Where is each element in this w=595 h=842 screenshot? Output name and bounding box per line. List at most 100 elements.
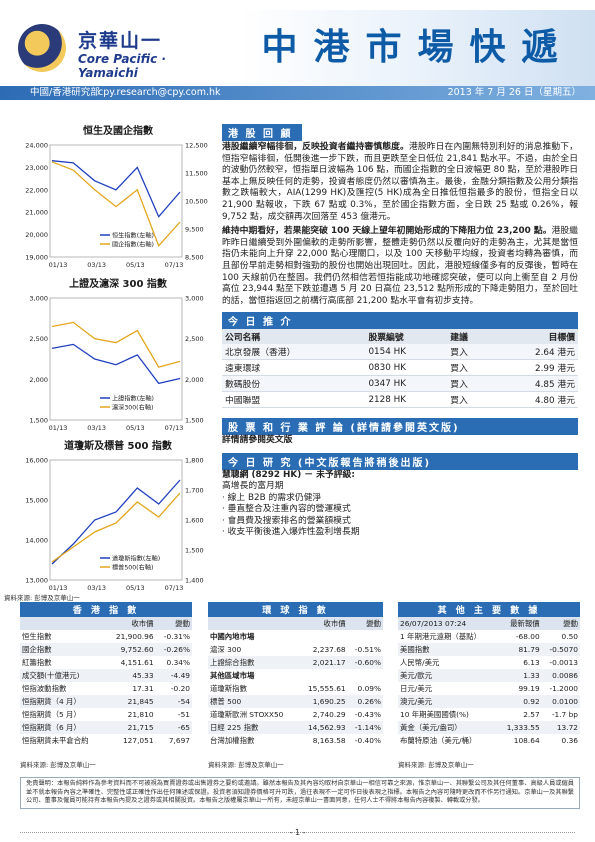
table-cell-label: 美元/歐元 bbox=[398, 669, 499, 682]
table-cell-change: -4.49 bbox=[155, 669, 192, 682]
table-row[interactable]: 恒指波動指數 17.31 -0.20 bbox=[20, 682, 192, 695]
table-row[interactable]: 標普 500 1,690.25 0.26% bbox=[208, 695, 383, 708]
table-cell-label: 黃金（美元/盎司） bbox=[398, 721, 499, 734]
legend-label: 恒生指數(左軸) bbox=[112, 232, 154, 240]
table-cell-change: -0.40% bbox=[354, 736, 381, 745]
table-row[interactable]: 日經 225 指數 14,562.93 -1.14% bbox=[208, 721, 383, 734]
table-cell-change: -1.2000 bbox=[549, 684, 578, 693]
y-right-tick-label: 1,500 bbox=[185, 547, 204, 555]
chart-source-note: 資料來源: 彭博及京華山一 bbox=[4, 594, 80, 602]
recommend-row[interactable]: 數碼股份 0347 HK 買入 4.85 港元 bbox=[222, 375, 578, 393]
table-cell-change: -51 bbox=[177, 710, 190, 719]
table-cell-change: -1.14% bbox=[347, 721, 383, 734]
table-row[interactable]: 美元/歐元 1.33 0.0086 bbox=[398, 669, 580, 682]
table-row[interactable]: 恒指期貨（5 月） 21,810 -51 bbox=[20, 708, 192, 721]
table-row[interactable]: 滬深 300 2,237.68 -0.51% bbox=[208, 643, 383, 656]
world-indices-table: 環 球 指 數收市價 變動 中國內地市場 滬深 300 2,237.68 -0.51% 上證… bbox=[208, 602, 383, 747]
y-left-tick-label: 22,000 bbox=[25, 186, 48, 194]
recommend-row[interactable]: 北京發展（香港） 0154 HK 買入 2.64 港元 bbox=[222, 344, 578, 361]
table-source-note-other: 資料來源: 彭博及京華山一 bbox=[398, 761, 474, 769]
table-heading: 環 球 指 數 bbox=[208, 602, 383, 617]
table-cell-change: -0.5070 bbox=[541, 643, 580, 656]
table-row[interactable]: 上證綜合指數 2,021.17 -0.60% bbox=[208, 656, 383, 669]
recommend-cell: 買入 bbox=[447, 359, 492, 377]
table-row[interactable]: 台灣加權指數 8,163.58 -0.40% bbox=[208, 734, 383, 747]
chart-shanghai-csi300: 上證及滬深 300 指數 3,000 2,500 2,000 1,500 3,000 2,… bbox=[20, 275, 216, 440]
table-row[interactable]: 美國指數 81.79 -0.5070 bbox=[398, 643, 580, 656]
table-cell-value: 81.79 bbox=[498, 643, 542, 656]
y-left-tick-label: 2,500 bbox=[29, 335, 48, 343]
recommend-column-header: 公司名稱 bbox=[222, 329, 366, 345]
table-row[interactable]: 日元/美元 99.19 -1.2000 bbox=[398, 682, 580, 695]
logo-emblem-icon bbox=[18, 24, 66, 72]
x-tick-label: 07/13 bbox=[165, 261, 184, 269]
y-right-tick-label: 9,500 bbox=[185, 226, 204, 234]
table-row[interactable]: 成交額(十億港元) 45.33 -4.49 bbox=[20, 669, 192, 682]
series-line-1 bbox=[51, 343, 181, 385]
table-row[interactable]: 恒指期貨（6 月） 21,715 -65 bbox=[20, 721, 192, 734]
y-right-tick-label: 3,000 bbox=[185, 295, 204, 303]
table-row[interactable]: 道瓊斯指數 15,555.61 0.09% bbox=[208, 682, 383, 695]
table-cell-value: 8,163.58 bbox=[312, 736, 346, 745]
table-row[interactable]: 國企指數 9,752.60 -0.26% bbox=[20, 643, 192, 656]
table-row[interactable]: 布蘭特原油（美元/桶） 108.64 0.36 bbox=[398, 734, 580, 747]
y-left-tick-label: 24,000 bbox=[25, 142, 48, 150]
brand-name-cn: 京華山一 bbox=[78, 30, 163, 52]
recommend-cell: 2.64 港元 bbox=[491, 344, 578, 361]
recommend-row[interactable]: 中國聯盟 2128 HK 買入 4.80 港元 bbox=[222, 391, 578, 409]
recommend-table: 公司名稱 股票編號 建議 目標價 北京發展（香港） 0154 HK 買入 2.64 港元 遠東… bbox=[222, 329, 578, 409]
y-right-tick-label: 2,500 bbox=[185, 335, 204, 343]
review-paragraph-2: 維持中期看好，若果能突破 100 天線上望年初開始形成的下降阻力位 23,200… bbox=[222, 225, 578, 309]
review-p1-body: 港股昨日在內圍無特別利好的消息推動下，恒指窄幅徘徊，低開後進一步下跌，而且更跌至… bbox=[222, 142, 578, 222]
y-left-tick-label: 20,000 bbox=[25, 231, 48, 239]
table-row[interactable]: 恒生指數 21,900.96 -0.31% bbox=[20, 630, 192, 643]
table-column-header: 收市價 bbox=[105, 617, 156, 630]
x-tick-label: 01/13 bbox=[49, 424, 68, 432]
table-row[interactable]: 恒指期貨未平倉合約 127,051 7,697 bbox=[20, 734, 192, 747]
recommend-row[interactable]: 遠東環球 0830 HK 買入 2.99 港元 bbox=[222, 359, 578, 377]
table-cell-label: 恒指期貨（4 月） bbox=[20, 695, 106, 708]
table-cell-change: -54 bbox=[155, 695, 192, 708]
table-row[interactable]: 黃金（美元/盎司） 1,333.55 13.72 bbox=[398, 721, 580, 734]
research-heading: 今 日 研 究 (中文版報告將稍後出版) bbox=[222, 452, 578, 470]
recommend-column-header: 股票編號 bbox=[365, 329, 448, 345]
recommend-cell: 數碼股份 bbox=[222, 375, 366, 393]
table-cell-value: 2.57 bbox=[523, 710, 540, 719]
table-row[interactable]: 恒指期貨（4 月） 21,845 -54 bbox=[20, 695, 192, 708]
table-row[interactable]: 紅籌指數 4,151.61 0.34% bbox=[20, 656, 192, 669]
chart-sh-svg: 3,000 2,500 2,000 1,500 3,000 2,500 2,000 1,500… bbox=[29, 295, 204, 433]
table-cell-label: 美國指數 bbox=[398, 643, 499, 656]
table-cell-value: 2,021.17 bbox=[298, 656, 348, 669]
y-right-tick-label: 1,500 bbox=[185, 417, 204, 425]
research-point: ‧ 垂直整合及注重內容的營運模式 bbox=[222, 504, 351, 515]
department-label: 中國/香港研究部 bbox=[30, 87, 100, 98]
y-right-tick-label: 10,500 bbox=[185, 198, 208, 206]
table-heading: 其 他 主 要 數 據 bbox=[398, 602, 580, 617]
review-paragraph-1: 港股繼續窄幅徘徊，反映投資者繼持審慎態度。港股昨日在內圍無特別利好的消息推動下，… bbox=[222, 141, 578, 225]
table-cell-value: 4,151.61 bbox=[120, 658, 154, 667]
table-cell-change: 0.36 bbox=[561, 736, 578, 745]
table-cell-label: 恒指期貨未平倉合約 bbox=[22, 736, 89, 745]
table-row[interactable]: 澳元/美元 0.92 0.0100 bbox=[398, 695, 580, 708]
table-cell-value: 6.13 bbox=[523, 658, 540, 667]
table-cell-label: 恒指期貨（5 月） bbox=[22, 710, 81, 719]
table-row[interactable]: 道瓊斯歐洲 STOXX50 2,740.29 -0.43% bbox=[208, 708, 383, 721]
table-cell-change: -0.20 bbox=[170, 684, 190, 693]
table-cell-value: 17.31 bbox=[132, 684, 154, 693]
company-logo[interactable]: 京華山一 Core Pacific · Yamaichi bbox=[18, 18, 228, 80]
table-cell-label: 國企指數 bbox=[20, 643, 106, 656]
footer-divider bbox=[20, 832, 575, 833]
table-row[interactable]: 人民幣/美元 6.13 -0.0013 bbox=[398, 656, 580, 669]
legend-label: 道瓊斯指數(左軸) bbox=[112, 555, 160, 563]
research-point: ‧ 會員費及搜索排名的營業額模式 bbox=[222, 515, 351, 526]
chart-hs-svg: 24,000 23,000 22,000 21,000 20,000 19,000 12,5… bbox=[25, 142, 208, 270]
table-cell-value: -68.00 bbox=[515, 632, 540, 641]
table-row[interactable]: 1 年期港元遠期（基點） -68.00 0.50 bbox=[398, 630, 580, 643]
series-line-1 bbox=[51, 160, 181, 218]
strategy-note: 詳情請參閱英文版 bbox=[222, 435, 293, 446]
contact-email-link[interactable]: cpy.research@cpy.com.hk bbox=[98, 87, 221, 98]
table-row[interactable]: 10 年期美國國債(%) 2.57 -1.7 bp bbox=[398, 708, 580, 721]
review-p2-body: 港股繼昨昨日繼續受到外圍偏軟的走勢所影響，整體走勢仍然以反覆向好的走勢為主，尤其… bbox=[222, 226, 578, 306]
legend-label: 國企指數(右軸) bbox=[112, 241, 154, 249]
x-tick-label: 01/13 bbox=[49, 584, 68, 592]
